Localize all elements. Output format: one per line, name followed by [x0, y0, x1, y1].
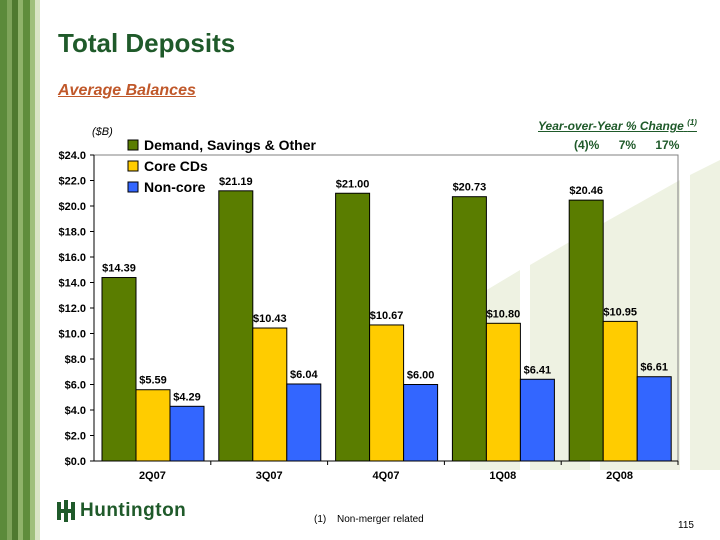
data-label: $6.61	[640, 362, 668, 374]
bar	[451, 196, 487, 462]
legend-swatch	[127, 160, 139, 172]
data-label: $4.29	[173, 391, 201, 403]
footnote-text: Non-merger related	[337, 514, 424, 525]
y-tick-label: $0.0	[65, 456, 86, 468]
data-label: $10.43	[253, 313, 287, 325]
legend-swatch	[127, 181, 139, 193]
data-label: $20.73	[453, 182, 487, 194]
y-tick-label: $20.0	[58, 201, 86, 213]
legend-swatch	[127, 139, 139, 151]
decorative-side-stripes	[0, 0, 40, 540]
y-tick-label: $18.0	[58, 227, 86, 239]
data-label: $10.95	[603, 306, 637, 318]
x-tick-label: 1Q08	[489, 470, 516, 482]
bar	[636, 376, 672, 462]
y-tick-label: $16.0	[58, 252, 86, 264]
yoy-value-demand: (4)%	[574, 138, 600, 152]
bar	[101, 277, 137, 462]
y-tick-label: $14.0	[58, 278, 86, 290]
yoy-values: (4)% 7% 17%	[574, 138, 695, 152]
data-label: $10.80	[487, 308, 521, 320]
bar	[252, 327, 288, 462]
legend-label: Non-core	[144, 179, 206, 195]
data-label: $6.00	[407, 370, 435, 382]
y-tick-label: $8.0	[65, 354, 86, 366]
y-tick-label: $12.0	[58, 303, 86, 315]
y-tick-label: $24.0	[58, 150, 86, 162]
bar	[602, 320, 638, 462]
bar	[218, 190, 254, 462]
y-tick-label: $6.0	[65, 380, 86, 392]
x-tick-label: 3Q07	[256, 470, 283, 482]
data-label: $21.00	[336, 178, 370, 190]
unit-label: ($B)	[92, 126, 113, 138]
y-tick-label: $2.0	[65, 431, 86, 443]
y-tick-label: $10.0	[58, 329, 86, 341]
legend-label: Demand, Savings & Other	[144, 137, 316, 153]
y-tick-label: $4.0	[65, 405, 86, 417]
legend-label: Core CDs	[144, 158, 208, 174]
x-tick-label: 2Q07	[139, 470, 166, 482]
huntington-logo: Huntington	[56, 500, 186, 522]
logo-text: Huntington	[80, 500, 187, 521]
page-title: Total Deposits	[58, 28, 236, 58]
data-label: $21.19	[219, 176, 253, 188]
page-subtitle: Average Balances	[58, 82, 196, 99]
yoy-footnote-marker: (1)	[687, 118, 697, 127]
data-label: $14.39	[102, 263, 136, 275]
bar	[135, 389, 171, 462]
data-label: $6.04	[290, 369, 318, 381]
logo-mark-icon	[57, 500, 75, 522]
bar	[519, 378, 555, 462]
x-tick-label: 2Q08	[606, 470, 633, 482]
bar	[369, 324, 405, 462]
bar	[335, 192, 371, 462]
yoy-value-core-cds: 7%	[618, 138, 637, 152]
bar	[485, 322, 521, 462]
bar	[286, 383, 322, 462]
footnote-marker: (1)	[314, 514, 327, 525]
yoy-value-non-core: 17%	[655, 138, 680, 152]
y-tick-label: $22.0	[58, 176, 86, 188]
yoy-heading: Year-over-Year % Change (1)	[538, 118, 697, 133]
data-label: $5.59	[139, 375, 167, 387]
page-number: 115	[678, 520, 694, 531]
data-label: $6.41	[524, 364, 552, 376]
bar	[403, 384, 439, 462]
footnote: (1) Non-merger related	[314, 514, 424, 525]
data-label: $20.46	[569, 185, 603, 197]
yoy-heading-text: Year-over-Year % Change	[538, 119, 684, 133]
x-tick-label: 4Q07	[373, 470, 400, 482]
data-label: $10.67	[370, 310, 404, 322]
bar	[169, 405, 205, 462]
bar	[568, 199, 604, 462]
